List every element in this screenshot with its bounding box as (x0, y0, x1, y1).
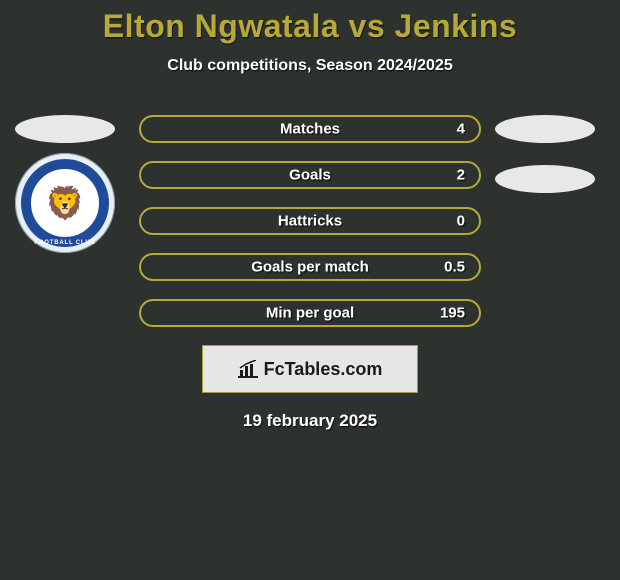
crest-ring: 🦁 (21, 159, 109, 247)
watermark-text: FcTables.com (264, 359, 383, 380)
stat-value: 2 (457, 167, 465, 184)
stats-bars: Matches 4 Goals 2 Hattricks 0 Goals per … (139, 115, 481, 327)
stat-bar: Hattricks 0 (139, 207, 481, 235)
left-placeholder-ellipse (15, 115, 115, 143)
stat-label: Goals (289, 167, 331, 184)
subtitle: Club competitions, Season 2024/2025 (0, 57, 620, 75)
right-placeholder-ellipse-2 (495, 165, 595, 193)
stat-row: Matches 4 (139, 115, 481, 143)
left-column: CHESTER 🦁 FOOTBALL CLUB (10, 115, 120, 253)
stat-label: Hattricks (278, 213, 342, 230)
stat-value: 4 (457, 121, 465, 138)
stat-row: Min per goal 195 (139, 299, 481, 327)
stat-label: Matches (280, 121, 340, 138)
stat-label: Min per goal (266, 305, 354, 322)
crest-bottom-text: FOOTBALL CLUB (15, 240, 115, 246)
content-area: CHESTER 🦁 FOOTBALL CLUB Matches 4 (0, 115, 620, 431)
stat-value: 0 (457, 213, 465, 230)
stat-row: Goals per match 0.5 (139, 253, 481, 281)
lion-icon: 🦁 (45, 187, 85, 219)
stat-row: Goals 2 (139, 161, 481, 189)
stat-value: 195 (440, 305, 465, 322)
chart-icon (238, 360, 258, 378)
stat-row: Hattricks 0 (139, 207, 481, 235)
club-crest: CHESTER 🦁 FOOTBALL CLUB (15, 153, 115, 253)
right-column (490, 115, 600, 193)
stat-bar: Goals 2 (139, 161, 481, 189)
stat-value: 0.5 (444, 259, 465, 276)
stat-bar: Goals per match 0.5 (139, 253, 481, 281)
crest-outer-circle: CHESTER 🦁 FOOTBALL CLUB (15, 153, 115, 253)
right-placeholder-ellipse-1 (495, 115, 595, 143)
watermark-box: FcTables.com (202, 345, 418, 393)
page-title: Elton Ngwatala vs Jenkins (0, 0, 620, 45)
date-text: 19 february 2025 (0, 411, 620, 431)
stat-bar: Min per goal 195 (139, 299, 481, 327)
page: Elton Ngwatala vs Jenkins Club competiti… (0, 0, 620, 580)
stat-label: Goals per match (251, 259, 369, 276)
spacer (490, 143, 600, 165)
stat-bar: Matches 4 (139, 115, 481, 143)
